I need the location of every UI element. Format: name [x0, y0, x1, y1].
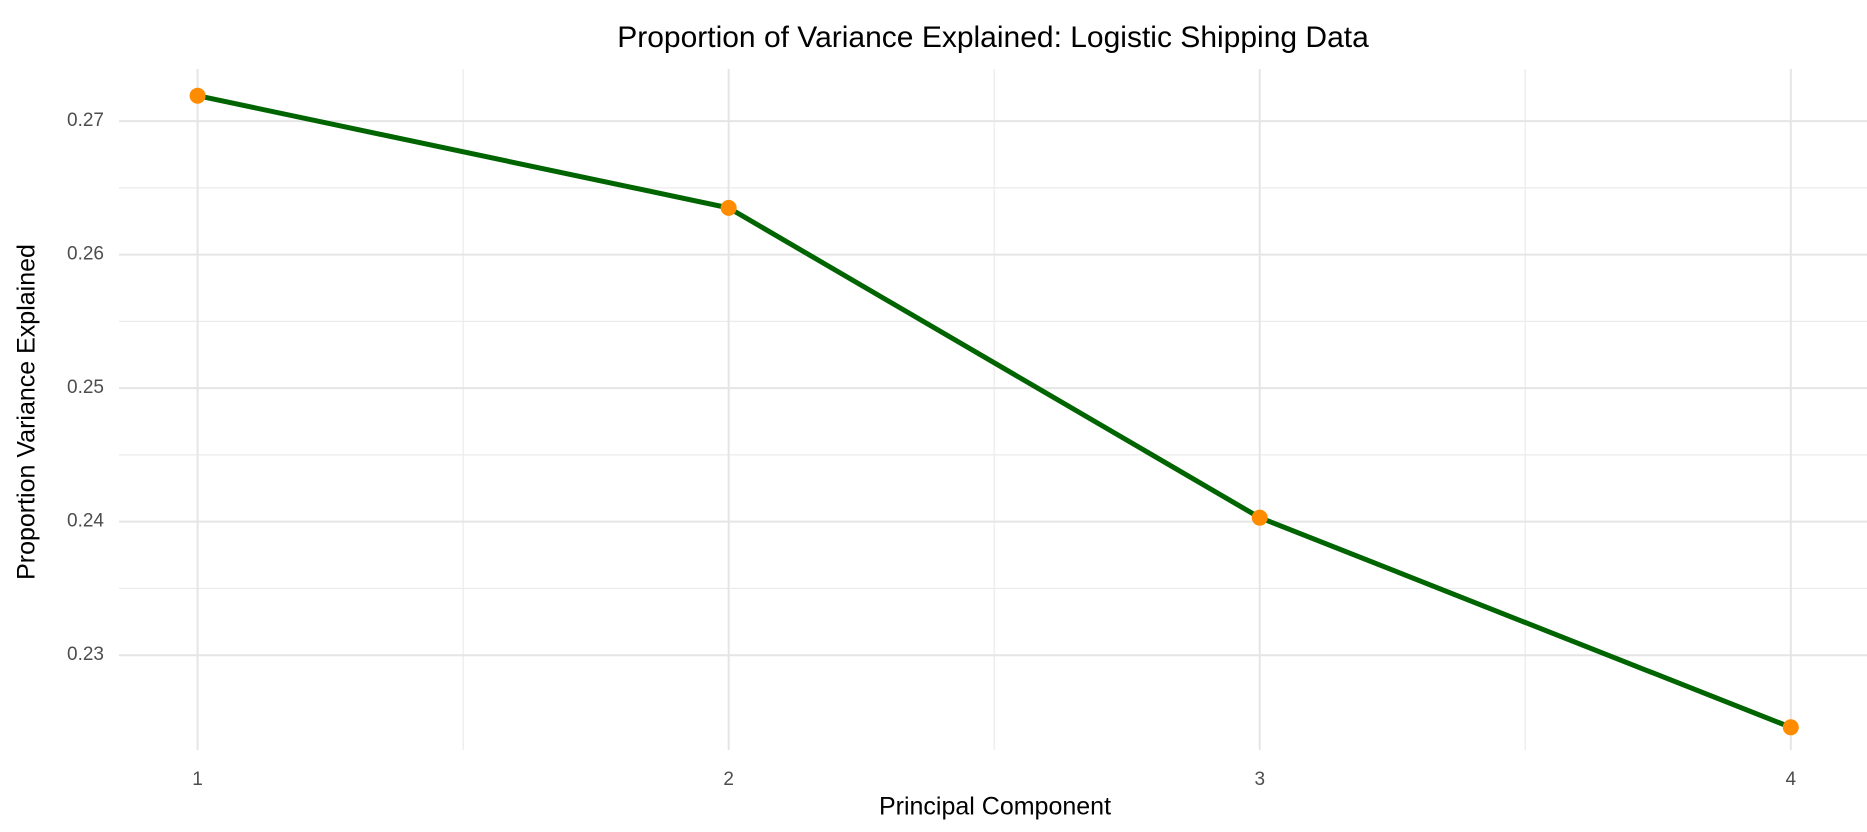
data-point: [720, 199, 737, 216]
data-point: [1251, 509, 1268, 526]
y-tick-label: 0.26: [67, 244, 104, 265]
x-tick-label: 4: [1786, 769, 1797, 790]
y-tick-label: 0.27: [67, 110, 104, 131]
x-tick-label: 2: [723, 769, 734, 790]
x-axis-label: Principal Component: [879, 793, 1111, 821]
y-tick-label: 0.25: [67, 377, 104, 398]
x-tick-label: 1: [192, 769, 203, 790]
y-axis-label: Proportion Variance Explained: [13, 244, 41, 580]
y-tick-label: 0.24: [67, 511, 104, 532]
chart-title: Proportion of Variance Explained: Logist…: [617, 21, 1369, 54]
x-tick-label: 3: [1254, 769, 1265, 790]
y-tick-label: 0.23: [67, 644, 104, 665]
data-point: [189, 87, 206, 104]
data-point: [1782, 719, 1799, 736]
data-line: [197, 93, 1792, 730]
